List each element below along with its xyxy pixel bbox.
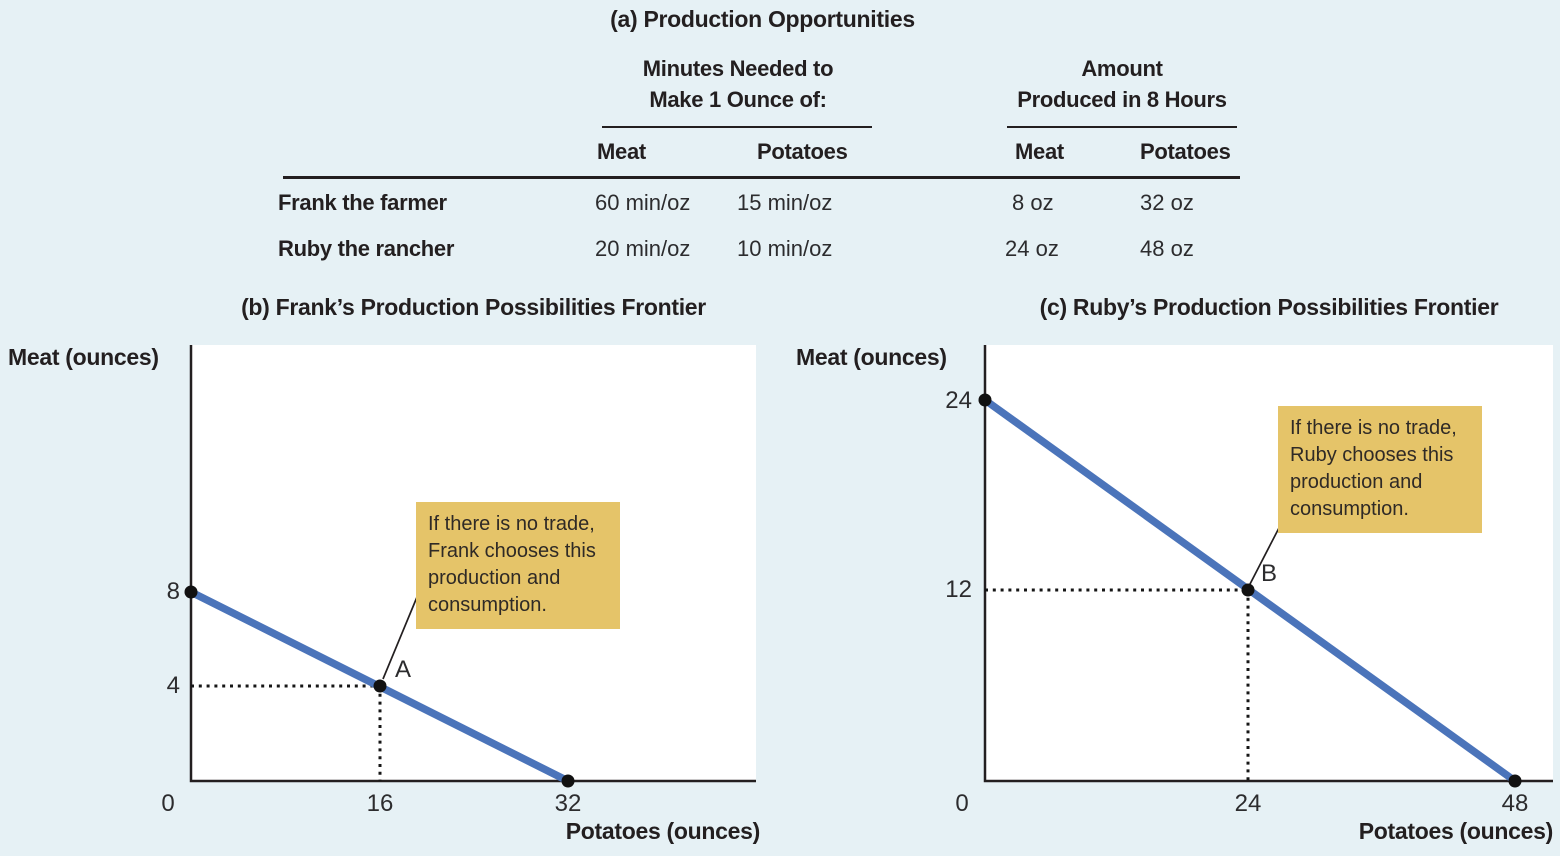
frank-no-trade-callout: If there is no trade, Frank chooses this… [416, 502, 620, 629]
frank-potatoes-intercept-dot [561, 774, 575, 788]
column-header-amount-meat: Meat [1015, 139, 1064, 164]
ruby-point-b-label: B [1261, 560, 1278, 587]
ruby-x-tick-48: 48 [1501, 790, 1529, 817]
ruby-minutes-meat: 20 min/oz [595, 236, 691, 261]
table-group-header-minutes: Minutes Needed to Make 1 Ounce of: [588, 53, 888, 115]
ruby-x-tick-0: 0 [955, 790, 969, 817]
ruby-potatoes-intercept-dot [1508, 774, 1522, 788]
frank-point-a-label: A [395, 656, 412, 683]
frank-chart-title: (b) Frank’s Production Possibilities Fro… [241, 294, 706, 320]
ruby-axes [983, 345, 1553, 783]
ruby-y-axis-label: Meat (ounces) [796, 344, 947, 370]
group-header-amount-line1: Amount [1081, 56, 1163, 81]
ruby-amount-meat: 24 oz [1005, 236, 1059, 261]
frank-callout-leader-line [382, 596, 418, 680]
amount-group-underline [1007, 126, 1237, 128]
group-header-amount-line2: Produced in 8 Hours [1017, 87, 1227, 112]
group-header-minutes-line2: Make 1 Ounce of: [649, 87, 827, 112]
ruby-x-tick-24: 24 [1234, 790, 1262, 817]
table-title: (a) Production Opportunities [610, 6, 915, 32]
ruby-minutes-potatoes: 10 min/oz [737, 236, 833, 261]
group-header-minutes-line1: Minutes Needed to [642, 56, 834, 81]
frank-amount-meat: 8 oz [1012, 190, 1054, 215]
minutes-group-underline [602, 126, 872, 128]
ruby-no-trade-callout: If there is no trade, Ruby chooses this … [1278, 406, 1482, 533]
table-group-header-amount: Amount Produced in 8 Hours [972, 53, 1272, 115]
ruby-meat-intercept-dot [978, 393, 992, 407]
ruby-y-tick-24: 24 [945, 387, 972, 414]
frank-x-axis-label: Potatoes (ounces) [565, 818, 761, 844]
frank-minutes-meat: 60 min/oz [595, 190, 691, 215]
row-label-frank: Frank the farmer [278, 190, 447, 215]
frank-meat-intercept-dot [184, 585, 198, 599]
ruby-amount-potatoes: 48 oz [1140, 236, 1194, 261]
column-header-minutes-potatoes: Potatoes [757, 139, 848, 164]
ruby-point-b-dot [1241, 583, 1255, 597]
ruby-x-axis-label: Potatoes (ounces) [1358, 818, 1554, 844]
frank-point-a-dot [373, 679, 387, 693]
frank-x-tick-16: 16 [366, 790, 394, 817]
column-header-minutes-meat: Meat [597, 139, 646, 164]
ruby-point-b-dotted-guides [985, 588, 1250, 781]
frank-y-axis-label: Meat (ounces) [8, 344, 159, 370]
frank-y-tick-8: 8 [166, 578, 180, 605]
frank-x-tick-0: 0 [161, 790, 175, 817]
frank-amount-potatoes: 32 oz [1140, 190, 1194, 215]
frank-x-tick-32: 32 [554, 790, 582, 817]
table-header-rule [283, 176, 1240, 179]
frank-point-a-dotted-guides [191, 684, 382, 781]
ruby-y-tick-12: 12 [945, 576, 972, 603]
ruby-callout-leader-line [1248, 523, 1282, 587]
column-header-amount-potatoes: Potatoes [1140, 139, 1231, 164]
row-label-ruby: Ruby the rancher [278, 236, 455, 261]
ruby-chart-title: (c) Ruby’s Production Possibilities Fron… [1039, 294, 1499, 320]
frank-minutes-potatoes: 15 min/oz [737, 190, 833, 215]
frank-y-tick-4: 4 [166, 672, 180, 699]
